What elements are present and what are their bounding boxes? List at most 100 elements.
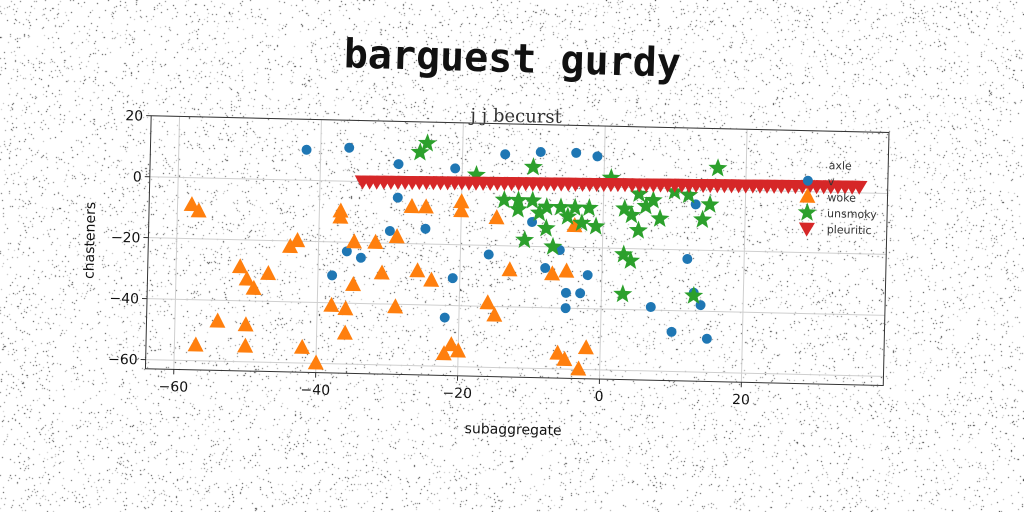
v-point [582,270,593,281]
v-point [392,192,403,203]
woke-point [237,337,254,353]
x-tick-label: −60 [158,379,188,396]
woke-point [231,258,248,274]
x-tick-label: −40 [300,382,330,399]
legend-marker-pleuritic [798,222,815,237]
unsmoky-point [622,205,642,224]
unsmoky-point [621,250,641,270]
unsmoky-point [629,183,649,203]
woke-point [323,296,340,312]
y-tick-label: −20 [111,230,141,247]
y-gridline [148,237,887,255]
unsmoky-point [684,285,704,304]
v-point [701,333,712,344]
pleuritic-point [851,180,868,195]
unsmoky-point [615,198,635,218]
woke-point [423,271,440,287]
woke-point [183,196,200,212]
unsmoky-point [508,199,528,218]
gridlines [145,115,890,383]
v-point [450,163,461,174]
v-point [500,149,511,160]
unsmoky-point [537,197,557,216]
plot-area: −60 −40 −20 0 20 −60 −40 −20 0 20 subaggregate ch… [81,108,890,439]
woke-point [260,264,277,281]
woke-point [544,265,561,281]
v-point [592,151,603,162]
legend-label-v: v [828,175,835,188]
unsmoky-point [565,197,585,216]
axis-ticks: −60 −40 −20 0 20 −60 −40 −20 0 20 [108,108,750,408]
woke-point [289,232,306,248]
woke-point [293,338,310,355]
v-point [483,249,494,260]
x-tick-label: 0 [594,389,603,405]
v-point [393,159,404,170]
v-point [571,147,582,158]
unsmoky-point [693,209,713,228]
v-point [560,287,571,298]
x-gridline [315,119,322,373]
y-tick-label: −40 [109,291,139,308]
woke-point [345,276,362,292]
legend-label-woke: woke [827,191,856,205]
unsmoky-point [551,197,571,216]
woke-point [403,198,420,214]
woke-point [332,208,349,224]
woke-point [486,306,503,322]
unsmoky-point [636,196,656,215]
y-axis-label: chasteners [81,202,99,279]
chart-subtitle: j j becurst [468,105,563,128]
y-tick-label: 0 [133,169,142,185]
v-point [301,144,312,155]
unsmoky-point [628,220,648,239]
x-tick-label: 20 [732,392,750,408]
legend-label-unsmoky: unsmoky [827,207,877,221]
y-tick-label: −60 [108,352,138,369]
woke-point [577,339,594,355]
woke-point [556,350,573,367]
y-tick-label: 20 [125,108,143,124]
woke-point [488,209,505,225]
v-point [447,273,458,284]
unsmoky-point [494,190,514,209]
unsmoky-point [650,208,670,227]
x-gridline [457,122,464,376]
unsmoky-point [508,190,528,209]
unsmoky-point [579,198,599,217]
v-point [645,302,656,313]
unsmoky-point [613,284,633,303]
woke-point [387,298,404,314]
legend-label-pleuritic: pleuritic [827,223,872,237]
x-gridline [173,116,181,370]
v-point [666,326,677,337]
woke-point [367,233,384,249]
unsmoky-point [515,230,535,249]
unsmoky-point [700,194,720,213]
unsmoky-point [536,218,556,237]
woke-point [479,294,496,310]
v-point [341,246,352,257]
woke-point [501,261,518,277]
unsmoky-point [543,236,563,256]
v-point [355,252,366,263]
v-point [540,263,551,274]
woke-point [453,193,470,209]
woke-point [245,279,262,296]
woke-point [549,344,566,360]
v-point [344,142,355,153]
v-point [575,288,586,299]
v-point [327,270,338,281]
woke-point [337,300,354,316]
woke-point [190,202,207,218]
v-point [420,223,431,234]
data-series [183,133,868,376]
unsmoky-point [708,158,728,177]
v-point [535,147,546,158]
woke-point [443,336,460,352]
unsmoky-point [417,133,437,152]
unsmoky-point [614,244,634,263]
unsmoky-point [558,206,578,225]
woke-point [449,342,466,358]
